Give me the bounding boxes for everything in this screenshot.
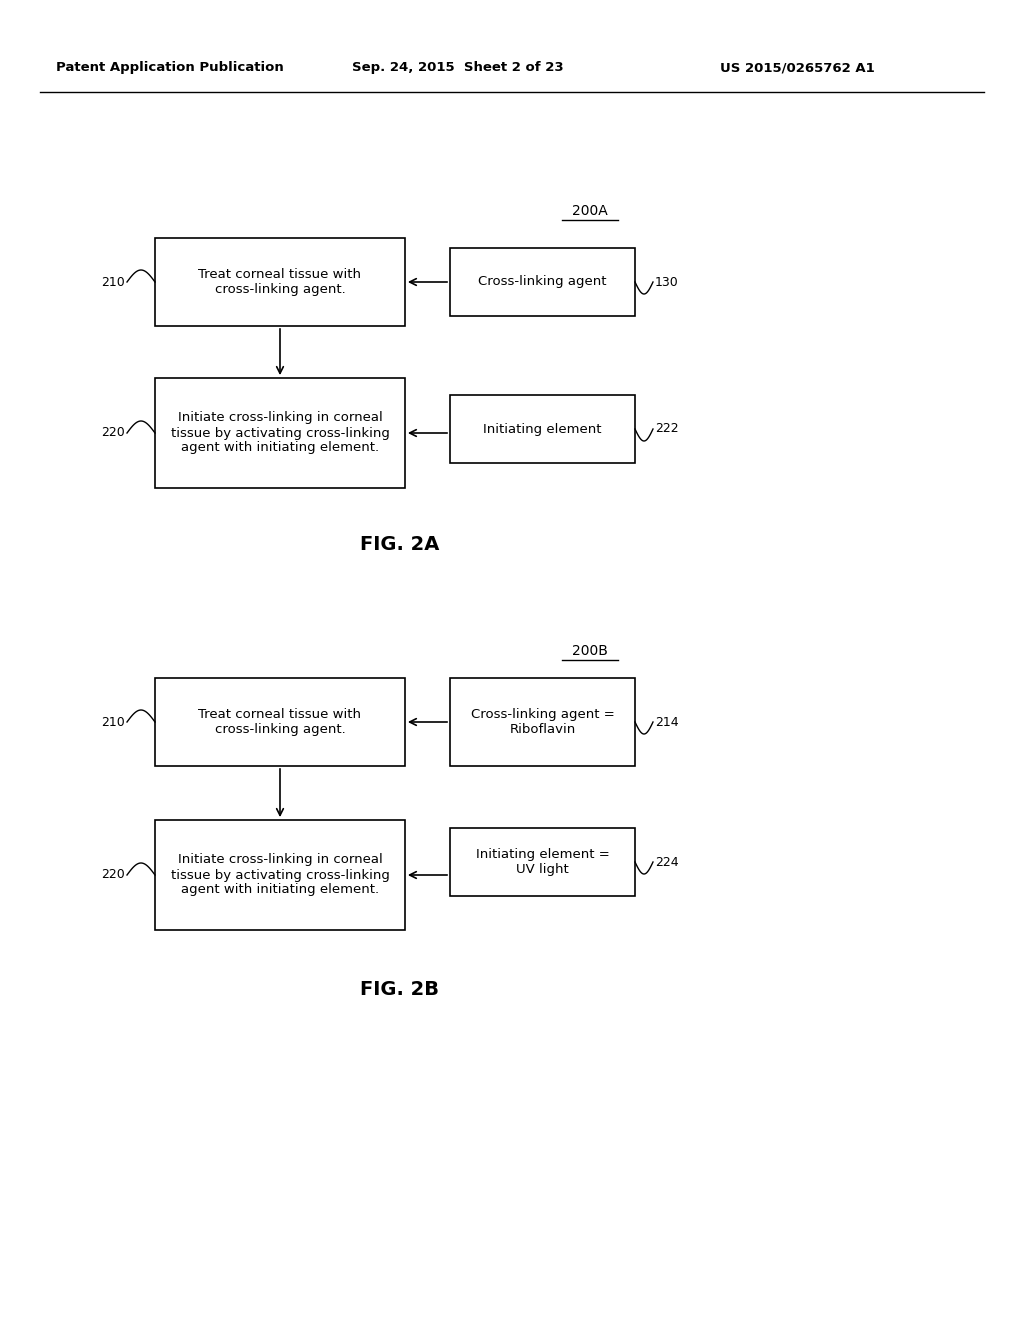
Text: Patent Application Publication: Patent Application Publication: [56, 62, 284, 74]
Bar: [155, 238, 406, 326]
Text: Sep. 24, 2015  Sheet 2 of 23: Sep. 24, 2015 Sheet 2 of 23: [352, 62, 563, 74]
Text: FIG. 2A: FIG. 2A: [360, 535, 439, 554]
Bar: [450, 248, 635, 315]
Bar: [450, 678, 635, 766]
Bar: [450, 828, 635, 896]
Text: 220: 220: [101, 869, 125, 882]
Text: 214: 214: [655, 715, 679, 729]
Text: 130: 130: [655, 276, 679, 289]
Text: 200B: 200B: [572, 644, 608, 657]
Text: Initiate cross-linking in corneal
tissue by activating cross-linking
agent with : Initiate cross-linking in corneal tissue…: [171, 854, 389, 896]
Text: Initiating element: Initiating element: [483, 422, 602, 436]
Text: 224: 224: [655, 855, 679, 869]
Text: 200A: 200A: [572, 205, 608, 218]
Text: 220: 220: [101, 426, 125, 440]
Text: Cross-linking agent: Cross-linking agent: [478, 276, 607, 289]
Bar: [450, 395, 635, 463]
Bar: [155, 820, 406, 931]
Text: Cross-linking agent =
Riboflavin: Cross-linking agent = Riboflavin: [471, 708, 614, 737]
Text: FIG. 2B: FIG. 2B: [360, 979, 439, 999]
Text: Treat corneal tissue with
cross-linking agent.: Treat corneal tissue with cross-linking …: [199, 708, 361, 737]
Text: Treat corneal tissue with
cross-linking agent.: Treat corneal tissue with cross-linking …: [199, 268, 361, 296]
Text: 210: 210: [101, 715, 125, 729]
Text: 210: 210: [101, 276, 125, 289]
Text: Initiating element =
UV light: Initiating element = UV light: [475, 847, 609, 876]
Bar: [155, 378, 406, 488]
Text: 222: 222: [655, 422, 679, 436]
Text: US 2015/0265762 A1: US 2015/0265762 A1: [720, 62, 874, 74]
Text: Initiate cross-linking in corneal
tissue by activating cross-linking
agent with : Initiate cross-linking in corneal tissue…: [171, 412, 389, 454]
Bar: [155, 678, 406, 766]
